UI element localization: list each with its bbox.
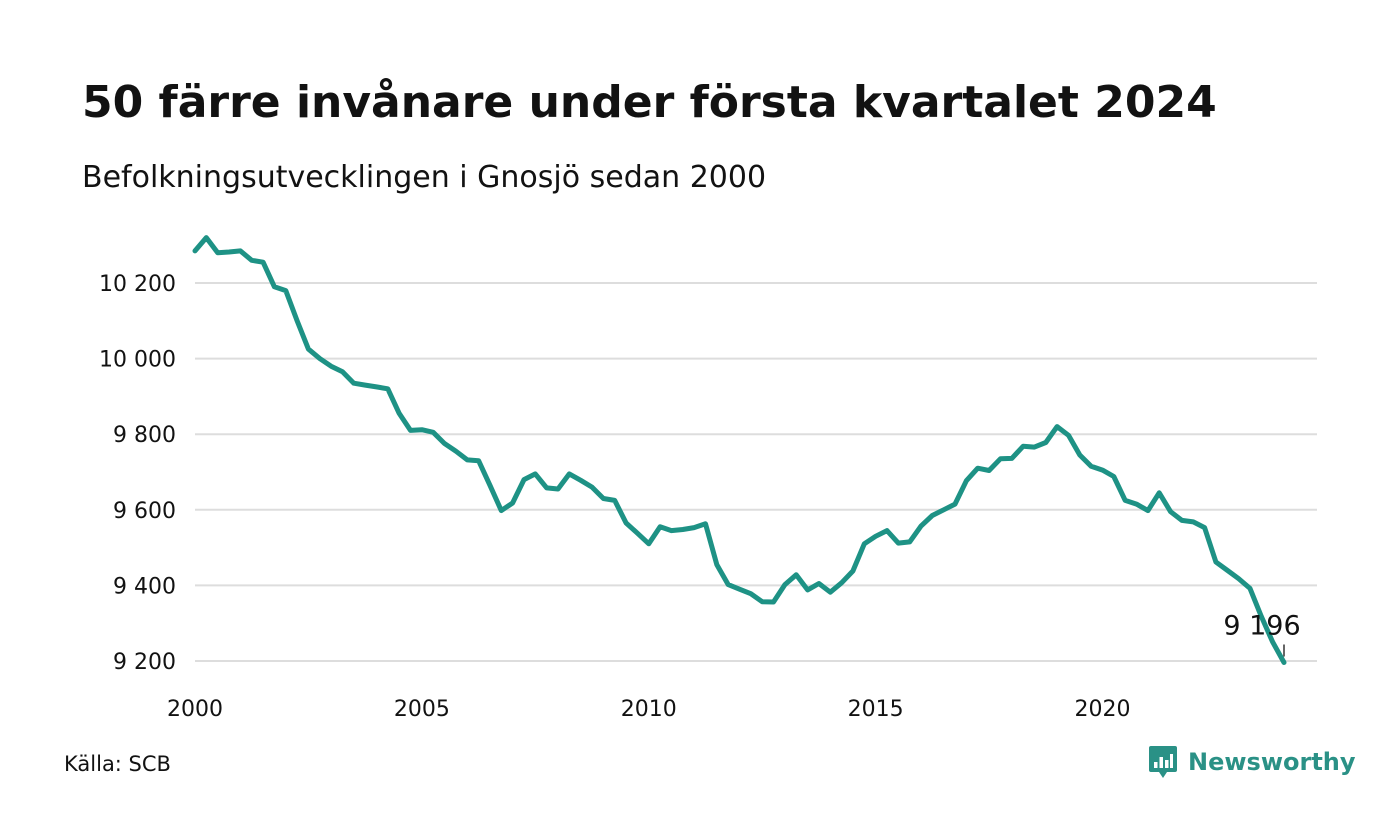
x-axis-tick-labels: 2000 2005 2010 2015 2020 <box>167 697 1131 722</box>
y-tick-label: 9 800 <box>113 423 176 448</box>
y-tick-label: 9 400 <box>113 574 176 599</box>
brand-name: Newsworthy <box>1188 748 1356 776</box>
y-axis-tick-labels: 9 200 9 400 9 600 9 800 10 000 10 200 <box>99 272 176 675</box>
brand-logo: Newsworthy <box>1148 744 1356 780</box>
source-note: Källa: SCB <box>64 752 171 776</box>
x-tick-label: 2015 <box>848 697 904 722</box>
annotation-label: 9 196 <box>1223 611 1300 642</box>
y-tick-label: 9 200 <box>113 650 176 675</box>
x-tick-label: 2000 <box>167 697 223 722</box>
chart-title: 50 färre invånare under första kvartalet… <box>82 77 1217 128</box>
newsworthy-logo-icon <box>1149 746 1177 778</box>
x-tick-label: 2020 <box>1075 697 1131 722</box>
chart-subtitle: Befolkningsutvecklingen i Gnosjö sedan 2… <box>82 160 767 195</box>
y-tick-label: 10 200 <box>99 272 176 297</box>
x-tick-label: 2005 <box>394 697 450 722</box>
y-tick-label: 10 000 <box>99 348 176 373</box>
y-tick-label: 9 600 <box>113 499 176 524</box>
x-tick-label: 2010 <box>621 697 677 722</box>
gridlines <box>195 282 1317 662</box>
series-line <box>192 235 1287 665</box>
